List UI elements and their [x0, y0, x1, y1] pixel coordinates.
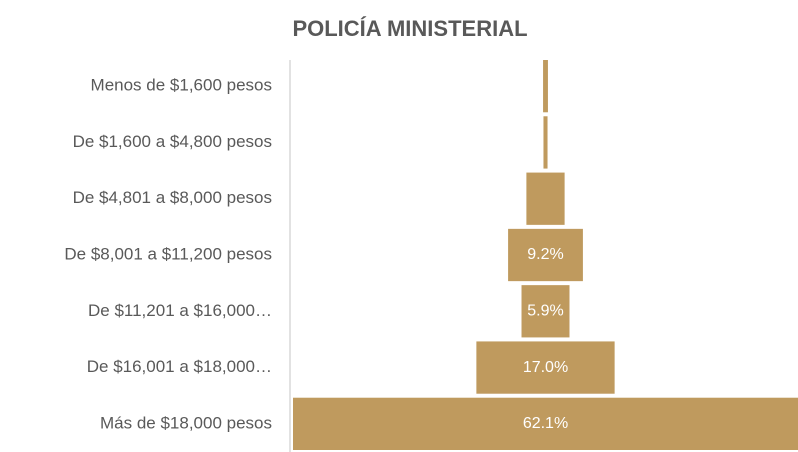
category-label: De $1,600 a $4,800 pesos	[73, 132, 272, 151]
category-label: Más de $18,000 pesos	[100, 413, 272, 432]
funnel-bar	[543, 60, 548, 113]
value-label: 62.1%	[523, 415, 568, 432]
category-label: De $8,001 a $11,200 pesos	[64, 244, 272, 263]
category-label: Menos de $1,600 pesos	[91, 76, 272, 95]
value-label: 5.9%	[527, 303, 563, 320]
funnel-bar	[293, 397, 798, 450]
category-label: De $4,801 a $8,000 pesos	[73, 188, 272, 207]
category-label: De $16,001 a $18,000…	[87, 357, 272, 376]
funnel-bar	[521, 285, 570, 338]
funnel-bar	[476, 341, 615, 394]
funnel-bar	[508, 228, 583, 282]
funnel-bar	[526, 172, 565, 225]
value-label: 17.0%	[523, 359, 568, 376]
category-label: De $11,201 a $16,000…	[88, 301, 272, 320]
funnel-bar	[543, 116, 548, 169]
value-label: 9.2%	[527, 246, 563, 263]
chart-title: POLICÍA MINISTERIAL	[292, 16, 527, 41]
